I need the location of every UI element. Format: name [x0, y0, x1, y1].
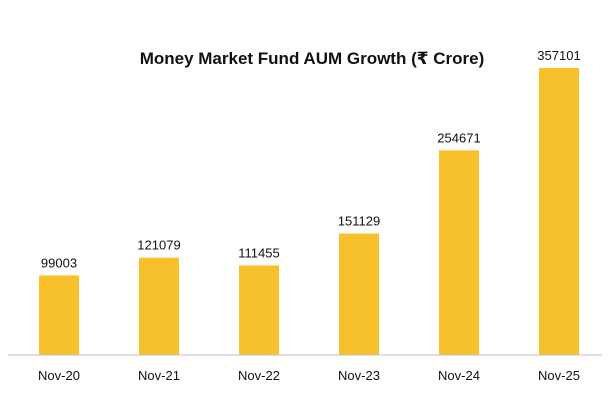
x-tick-label-nov-22: Nov-22: [238, 368, 280, 383]
x-tick-label-nov-25: Nov-25: [538, 368, 580, 383]
x-tick-label-nov-23: Nov-23: [338, 368, 380, 383]
x-tick-label-nov-24: Nov-24: [438, 368, 480, 383]
bar-nov-22: [239, 265, 279, 355]
data-label-nov-24: 254671: [437, 130, 480, 145]
bar-nov-21: [139, 257, 179, 355]
x-tick-labels-group: Nov-20 Nov-21 Nov-22 Nov-23 Nov-24 Nov-25: [38, 368, 580, 383]
data-label-nov-21: 121079: [137, 238, 180, 253]
data-label-nov-20: 99003: [41, 255, 77, 270]
bar-nov-24: [439, 150, 479, 355]
data-labels-group: 99003 121079 111455 151129 254671 357101: [41, 48, 581, 270]
x-tick-label-nov-20: Nov-20: [38, 368, 80, 383]
bars-group: [39, 68, 579, 355]
bar-nov-23: [339, 233, 379, 355]
chart-title: Money Market Fund AUM Growth (₹ Crore): [140, 49, 485, 68]
data-label-nov-23: 151129: [338, 214, 380, 229]
bar-nov-25: [539, 68, 579, 355]
data-label-nov-25: 357101: [537, 48, 580, 63]
data-label-nov-22: 111455: [238, 245, 279, 260]
bar-nov-20: [39, 275, 79, 355]
x-tick-label-nov-21: Nov-21: [138, 368, 180, 383]
